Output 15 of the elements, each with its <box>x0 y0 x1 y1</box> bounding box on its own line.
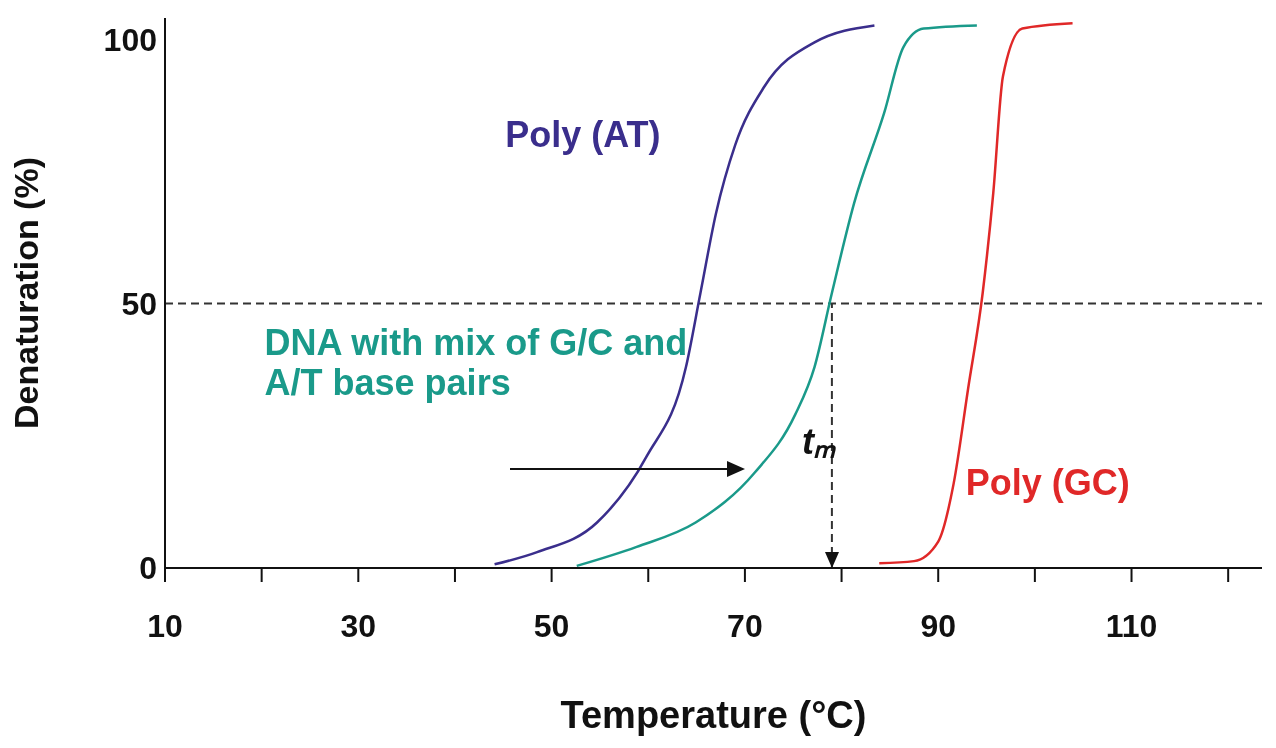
y-tick-label: 100 <box>103 21 157 58</box>
series-label: Poly (AT) <box>505 113 662 155</box>
x-tick-label: 10 <box>147 607 183 644</box>
x-tick-label: 110 <box>1105 607 1158 644</box>
ref-line-label: tₘ <box>801 419 836 464</box>
y-axis-title: Denaturation (%) <box>7 157 46 429</box>
x-tick-label: 50 <box>533 607 570 644</box>
y-tick-label: 50 <box>121 285 157 322</box>
x-tick-label: 90 <box>920 607 957 644</box>
series-label: Poly (GC) <box>965 462 1131 504</box>
text: DNA with mix of G/C and A/T base pairs <box>264 321 689 403</box>
y-tick-label: 0 <box>139 550 157 587</box>
x-tick-label: 30 <box>340 607 377 644</box>
x-tick-label: 70 <box>727 607 763 644</box>
x-axis-title: Temperature (°C) <box>560 694 867 736</box>
